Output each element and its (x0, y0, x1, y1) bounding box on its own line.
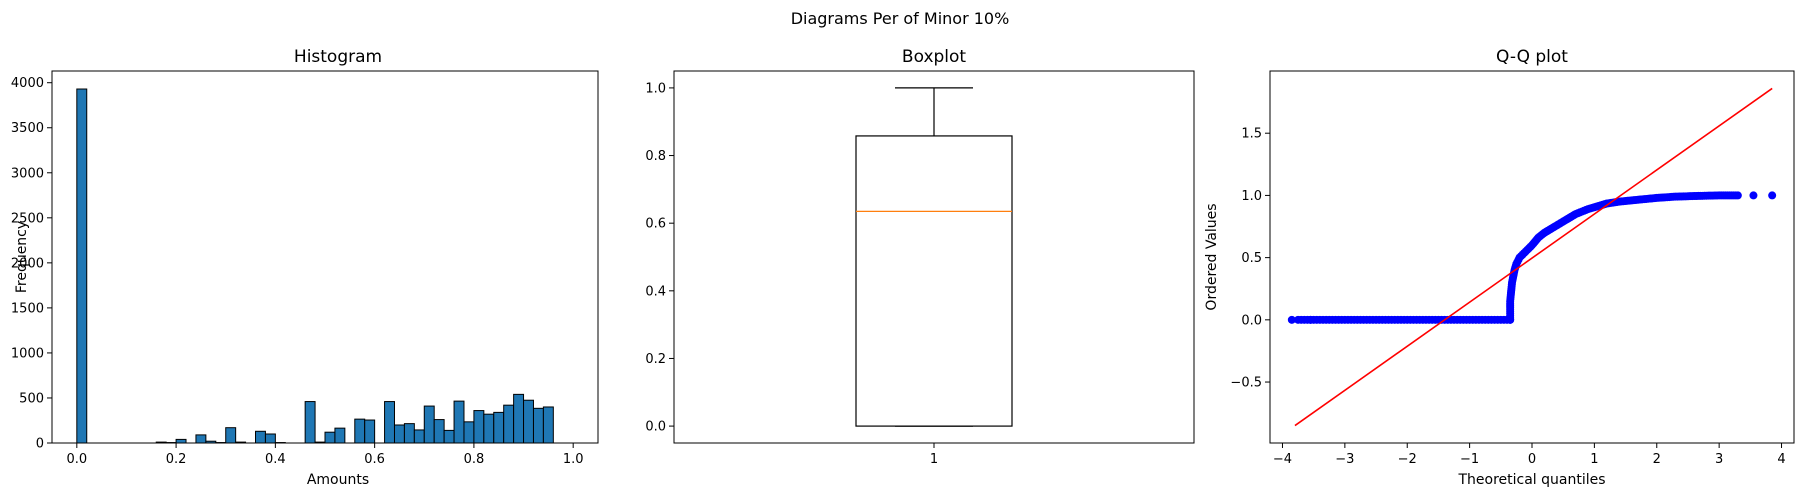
boxplot-y-tick-label: 0.8 (645, 149, 666, 164)
histogram-x-tick-label: 1.0 (563, 452, 584, 467)
histogram-bar (403, 423, 415, 444)
histogram-axes-frame (51, 70, 599, 444)
histogram-bar (503, 404, 515, 444)
boxplot-y-tick-label: 0.6 (645, 217, 666, 232)
histogram-bar (195, 434, 207, 444)
histogram-bar (324, 431, 336, 444)
qq-y-tick-label: 0.5 (1241, 251, 1262, 266)
histogram-bar (542, 406, 554, 444)
histogram-y-tick-label: 3000 (11, 166, 44, 181)
qq-y-ticks: −0.5 0.0 0.5 1.0 1.5 (1230, 127, 1270, 391)
boxplot-y-tick-label: 0.4 (645, 284, 666, 299)
histogram-bars (76, 88, 554, 444)
histogram-bar (304, 401, 316, 444)
boxplot-y-ticks: 0.0 0.2 0.4 0.6 0.8 1.0 (645, 81, 674, 435)
histogram-x-tick-label: 0.8 (464, 452, 485, 467)
boxplot-y-tick-label: 0.2 (645, 352, 666, 367)
qq-x-tick-label: −2 (1398, 452, 1417, 467)
histogram-bar (423, 405, 435, 444)
histogram-x-tick-label: 0.2 (166, 452, 187, 467)
histogram-x-tick-label: 0.0 (66, 452, 87, 467)
histogram-y-tick-label: 4000 (11, 76, 44, 91)
qq-y-tick-label: −0.5 (1230, 376, 1262, 391)
qq-x-tick-label: 0 (1528, 452, 1536, 467)
histogram-bar (364, 419, 376, 444)
qq-x-tick-label: −3 (1335, 452, 1354, 467)
qq-x-ticks: −4 −3 −2 −1 0 1 2 3 4 (1273, 443, 1786, 467)
histogram-bar (443, 429, 455, 444)
qq-axes-frame (1269, 70, 1795, 444)
histogram-bar (76, 88, 88, 444)
histogram-bar (334, 427, 346, 444)
qq-fit-line-group (1294, 87, 1773, 427)
qq-y-tick-label: 1.5 (1241, 127, 1262, 142)
histogram-title: Histogram (294, 47, 382, 67)
histogram-y-tick-label: 1000 (11, 346, 44, 361)
qq-x-tick-label: −4 (1273, 452, 1292, 467)
histogram-bar (532, 407, 544, 444)
histogram-y-label: Frequency (14, 221, 30, 293)
histogram-x-tick-label: 0.4 (265, 452, 286, 467)
qq-point (1749, 191, 1758, 200)
boxplot-x-ticks: 1 (930, 443, 938, 467)
qq-y-tick-label: 1.0 (1241, 189, 1262, 204)
boxplot-panel: Boxplot 1 0.0 0.2 0.4 0.6 0.8 1.0 (645, 47, 1195, 467)
boxplot-axes-frame (673, 70, 1195, 444)
qq-point (1768, 191, 1777, 200)
histogram-bar (264, 433, 276, 444)
qq-x-label: Theoretical quantiles (1457, 472, 1605, 488)
qq-x-tick-label: 3 (1715, 452, 1723, 467)
qq-y-label: Ordered Values (1204, 203, 1220, 310)
boxplot-elements (855, 87, 1013, 427)
boxplot-title: Boxplot (902, 47, 967, 67)
histogram-y-tick-label: 2500 (11, 211, 44, 226)
qq-x-tick-label: 2 (1653, 452, 1661, 467)
histogram-bar (433, 419, 445, 444)
histogram-panel: Histogram 0.0 0.2 0.4 0.6 0.8 1.0 0 500 1000 150… (11, 47, 599, 488)
qq-point (1733, 191, 1742, 200)
histogram-bar (483, 413, 495, 444)
histogram-bar (463, 421, 475, 444)
histogram-y-tick-label: 0 (36, 437, 44, 452)
qq-y-tick-label: 0.0 (1241, 313, 1262, 328)
histogram-bar (523, 399, 534, 444)
histogram-y-tick-label: 2000 (11, 256, 44, 271)
histogram-y-tick-label: 3500 (11, 121, 44, 136)
figure-suptitle: Diagrams Per of Minor 10% (791, 9, 1010, 28)
boxplot-x-tick-label: 1 (930, 452, 938, 467)
qq-x-tick-label: −1 (1460, 452, 1479, 467)
qq-point (1287, 315, 1296, 324)
histogram-bar (413, 429, 425, 444)
histogram-bar (513, 393, 525, 444)
qq-panel: Q-Q plot −4 −3 −2 −1 0 1 2 3 4 −0.50.00.51.01.5 … (1204, 47, 1795, 488)
histogram-x-label: Amounts (307, 472, 369, 488)
histogram-bar (354, 418, 366, 444)
histogram-bar (453, 400, 465, 444)
histogram-bar (225, 427, 237, 444)
histogram-bar (393, 424, 405, 444)
histogram-bar (493, 411, 505, 444)
histogram-y-ticks: 0 500 1000 1500 2000 2500 3000 3500 4000 (11, 76, 52, 452)
histogram-bar (384, 401, 395, 444)
qq-x-tick-label: 1 (1590, 452, 1598, 467)
histogram-bar (255, 430, 266, 444)
boxplot-y-tick-label: 1.0 (645, 81, 666, 96)
histogram-x-tick-label: 0.6 (364, 452, 385, 467)
qq-fit-line (1294, 87, 1773, 427)
histogram-bar (473, 410, 485, 444)
qq-title: Q-Q plot (1496, 47, 1568, 67)
histogram-y-tick-label: 1500 (11, 301, 44, 316)
boxplot-box (855, 135, 1013, 427)
histogram-bar (175, 438, 187, 444)
boxplot-y-tick-label: 0.0 (645, 420, 666, 435)
qq-x-tick-label: 4 (1777, 452, 1785, 467)
histogram-x-ticks: 0.0 0.2 0.4 0.6 0.8 1.0 (66, 443, 584, 467)
histogram-y-tick-label: 500 (19, 391, 44, 406)
